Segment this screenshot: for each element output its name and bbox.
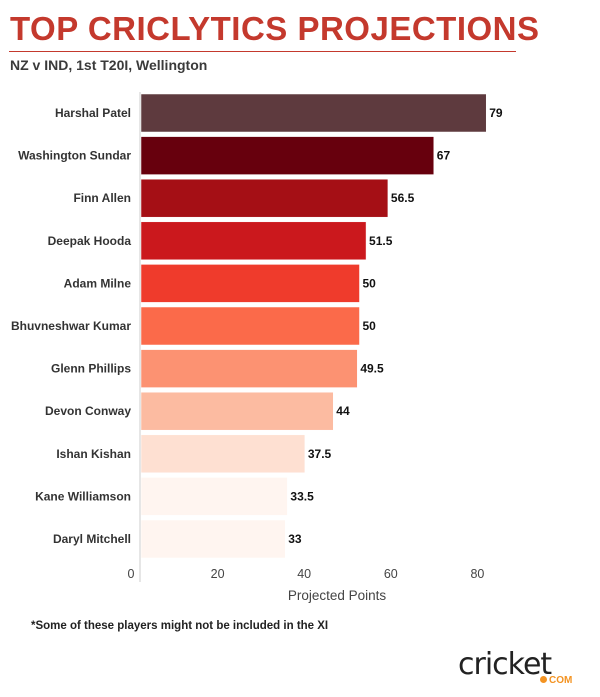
bar — [140, 391, 334, 431]
bar — [140, 306, 360, 346]
cricket-com-logo: cricket — [458, 647, 552, 682]
value-label: 50 — [363, 276, 377, 290]
category-label: Bhuvneshwar Kumar — [11, 319, 131, 333]
x-tick-label: 60 — [384, 567, 398, 581]
bar — [140, 136, 435, 175]
category-label: Harshal Patel — [55, 106, 131, 120]
footnote: *Some of these players might not be incl… — [31, 620, 329, 632]
value-label: 50 — [363, 319, 377, 333]
value-label: 56.5 — [391, 191, 415, 205]
x-axis-title: Projected Points — [288, 588, 387, 603]
x-tick-label: 80 — [470, 567, 484, 581]
x-tick-label: 20 — [211, 567, 225, 581]
value-label: 37.5 — [308, 447, 332, 461]
chart-title: TOP CRICLYTICS PROJECTIONS — [10, 10, 540, 47]
logo-text: cricket — [458, 647, 552, 682]
category-label: Adam Milne — [64, 276, 132, 290]
bar — [140, 264, 360, 303]
category-label: Deepak Hooda — [48, 234, 132, 248]
bar — [140, 93, 487, 133]
category-label: Daryl Mitchell — [53, 532, 131, 546]
category-label: Ishan Kishan — [56, 447, 131, 461]
value-label: 67 — [437, 149, 451, 163]
bar — [140, 434, 306, 474]
x-tick-label: 0 — [128, 567, 135, 581]
bar — [140, 477, 288, 516]
category-label: Devon Conway — [45, 404, 131, 418]
value-label: 79 — [489, 106, 503, 120]
value-label: 49.5 — [360, 362, 384, 376]
title-divider — [9, 51, 516, 52]
value-label: 44 — [336, 404, 350, 418]
chart-subtitle: NZ v IND, 1st T20I, Wellington — [10, 57, 208, 73]
bar — [140, 178, 389, 218]
value-label: 51.5 — [369, 234, 393, 248]
bar — [140, 349, 358, 388]
bar — [140, 221, 367, 261]
logo-suffix: COM — [540, 675, 572, 686]
category-label: Washington Sundar — [18, 149, 131, 163]
category-label: Kane Williamson — [35, 489, 131, 503]
category-label: Finn Allen — [73, 191, 131, 205]
value-label: 33.5 — [290, 489, 314, 503]
bar — [140, 519, 286, 559]
category-label: Glenn Phillips — [51, 362, 131, 376]
x-tick-label: 40 — [297, 567, 311, 581]
value-label: 33 — [288, 532, 302, 546]
